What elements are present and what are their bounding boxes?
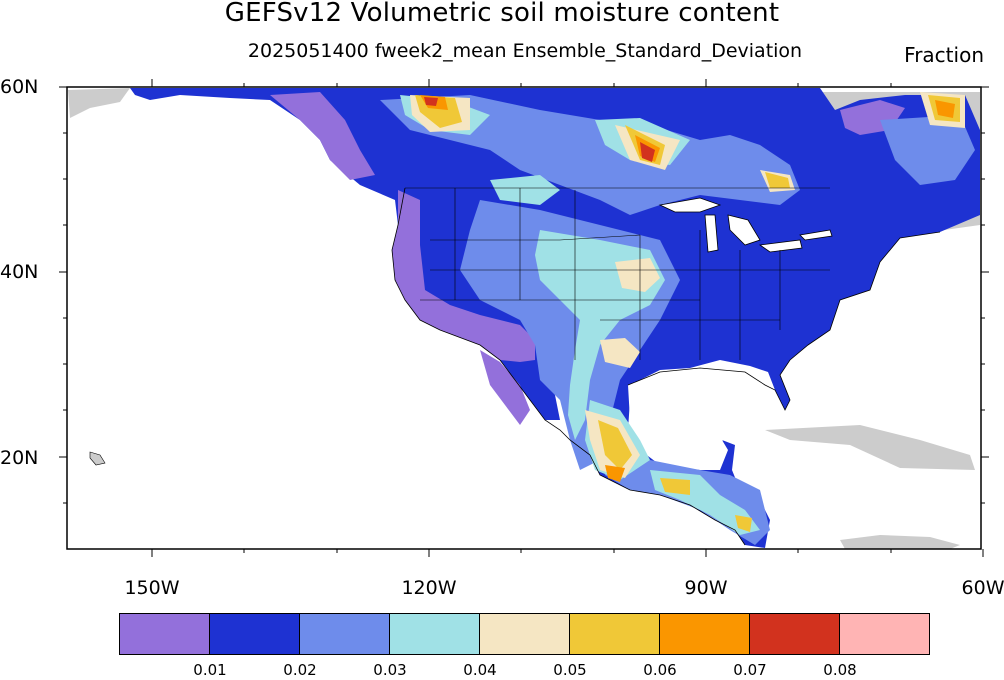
colorbar-box [479,613,570,655]
colorbar-tick-label: 0.07 [733,661,767,679]
land-region-lavender [392,190,535,362]
colorbar-box [119,613,210,655]
state-borders [405,187,830,360]
land-region-gold [598,420,632,470]
colorbar-tick-label: 0.08 [823,661,857,679]
map-field [68,88,980,549]
lon-label-90w: 90W [684,577,728,599]
land-region-red [640,142,655,162]
colorbar-box [839,613,930,655]
land-region-red [424,97,438,106]
lat-label-60n: 60N [0,76,39,98]
hawaii-island [89,451,106,466]
colorbar-tick-label: 0.06 [643,661,677,679]
units-label: Fraction [904,43,984,67]
land-region-wheat [615,258,660,292]
colorbar-box [569,613,660,655]
map-title: GEFSv12 Volumetric soil moisture content [224,0,780,28]
lon-label-60w: 60W [961,577,1004,599]
land-region-gold [735,515,752,532]
land-region-wheat [600,338,640,368]
coastline [391,187,941,546]
colorbar-box [749,613,840,655]
land-region-gold [660,478,690,495]
colorbar [119,613,930,655]
lat-label-20n: 20N [0,447,39,469]
lat-label-40n: 40N [0,261,39,283]
land-region-cornflower [380,95,800,215]
nodata-region [840,535,960,549]
nodata-region [765,425,975,470]
colorbar-tick-label: 0.02 [283,661,317,679]
colorbar-tick-label: 0.04 [463,661,497,679]
land-region-cyan [490,175,560,205]
axis-ticks [59,79,989,557]
lon-label-150w: 150W [124,577,180,599]
map-subtitle: 2025051400 fweek2_mean Ensemble_Standard… [247,40,803,62]
colorbar-box [299,613,390,655]
colorbar-tick-label: 0.03 [373,661,407,679]
land-region-lavender [270,92,375,180]
land-region-lavender [480,350,530,425]
land-region-orange [605,465,625,482]
colorbar-tick-label: 0.05 [553,661,587,679]
land-region-orange [935,100,955,118]
land-region-cornflower [880,115,975,185]
colorbar-tick-label: 0.01 [193,661,227,679]
colorbar-box [659,613,750,655]
colorbar-box [209,613,300,655]
land-region-gold [765,172,790,188]
great-lakes [658,197,833,253]
lon-label-120w: 120W [401,577,457,599]
nodata-region [68,88,130,118]
colorbar-box [389,613,480,655]
gulf-of-mexico [628,368,770,448]
